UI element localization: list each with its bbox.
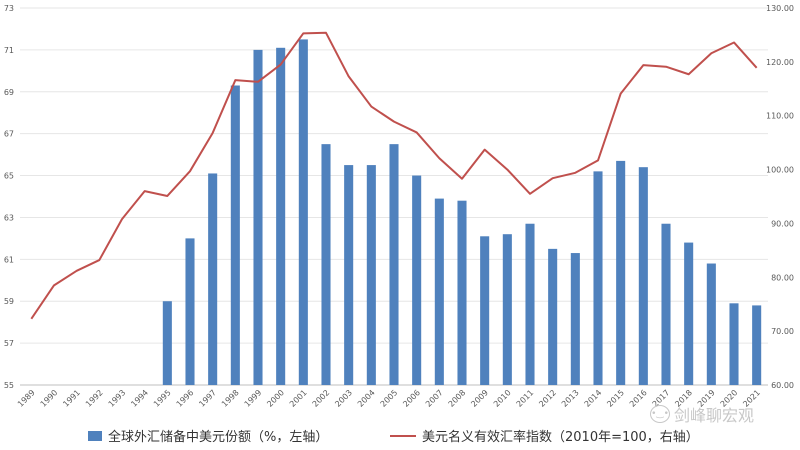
x-tick-label: 1997 [197,388,218,409]
x-tick-label: 2003 [333,388,354,409]
x-tick-label: 2013 [560,388,581,409]
legend-swatch-line [390,434,416,437]
bar [570,253,580,385]
watermark-text: 剑峰聊宏观 [674,406,755,425]
left-tick-label: 63 [4,213,14,222]
x-tick-label: 2000 [265,388,286,409]
left-tick-label: 67 [4,130,14,139]
bar [729,303,739,385]
bar [162,301,172,385]
left-tick-label: 73 [4,4,14,13]
left-tick-label: 55 [4,381,14,390]
left-axis-ticks: 55 57 59 61 63 65 67 69 71 73 [4,4,14,390]
bar [344,165,354,385]
bar [638,167,648,385]
right-tick-label: 90.00 [771,219,794,228]
x-tick-label: 2015 [605,388,626,409]
bar [661,223,671,385]
x-tick-label: 2002 [311,388,332,409]
x-tick-label: 1990 [39,388,60,409]
left-tick-label: 61 [4,255,14,264]
bar-series [162,39,762,386]
right-tick-label: 80.00 [771,273,794,282]
x-tick-label: 1996 [175,388,196,409]
legend: 全球外汇储备中美元份额（%，左轴） 美元名义有效汇率指数（2010年=100，右… [0,426,800,446]
bar [298,39,308,386]
right-tick-label: 70.00 [771,327,794,336]
line-series [30,31,758,320]
legend-label-bar: 全球外汇储备中美元份额（%，左轴） [108,430,329,445]
x-tick-label: 1989 [16,388,37,409]
bar [253,49,263,386]
left-tick-label: 71 [4,46,14,55]
x-tick-label: 2001 [288,388,309,409]
left-tick-label: 69 [4,88,14,97]
left-tick-label: 57 [4,339,14,348]
right-axis-ticks: 60.00 70.00 80.00 90.00 100.00 110.00 120.00 13… [766,4,794,390]
legend-item-bar: 全球外汇储备中美元份额（%，左轴） [88,426,328,445]
x-tick-label: 1999 [243,388,264,409]
bar [684,242,694,385]
right-tick-label: 130.00 [766,4,794,13]
bar [389,144,399,385]
legend-label-line: 美元名义有效汇率指数（2010年=100，右轴） [422,430,699,445]
x-tick-label: 2010 [492,388,513,409]
right-tick-label: 110.00 [766,112,794,121]
right-tick-label: 100.00 [766,166,794,175]
x-tick-label: 2011 [515,388,536,409]
bar [412,175,422,385]
bar [752,305,762,385]
x-tick-label: 2012 [537,388,558,409]
left-tick-label: 59 [4,297,14,306]
bar [321,144,331,385]
x-tick-label: 2006 [401,388,422,409]
x-tick-label: 2005 [379,388,400,409]
bar [457,200,467,385]
left-tick-label: 65 [4,172,14,181]
x-tick-label: 2014 [583,388,604,409]
x-tick-label: 1995 [152,388,173,409]
bar [230,85,240,385]
bar [366,165,376,385]
bar [593,171,603,385]
series-line [30,31,758,320]
x-tick-label: 1993 [107,388,128,409]
bar [185,238,195,385]
x-tick-label: 1994 [129,388,150,409]
bar [616,160,626,385]
right-tick-label: 60.00 [771,381,794,390]
watermark: •‿• 剑峰聊宏观 [650,402,754,426]
bar [525,223,535,385]
bar [434,198,444,385]
bar [502,234,512,385]
x-tick-label: 1991 [61,388,82,409]
bar [276,47,286,386]
x-tick-label: 1998 [220,388,241,409]
x-tick-label: 1992 [84,388,105,409]
x-tick-label: 2016 [628,388,649,409]
bar [208,173,218,385]
x-tick-label: 2004 [356,388,377,409]
bar [480,236,490,385]
x-tick-label: 2009 [469,388,490,409]
legend-item-line: 美元名义有效汇率指数（2010年=100，右轴） [390,426,699,445]
x-tick-label: 2007 [424,388,445,409]
x-tick-label: 2008 [447,388,468,409]
wechat-icon: •‿• [650,405,670,423]
legend-swatch-bar [88,430,102,441]
right-tick-label: 120.00 [766,58,794,67]
bar [706,263,716,385]
bar [548,248,558,385]
